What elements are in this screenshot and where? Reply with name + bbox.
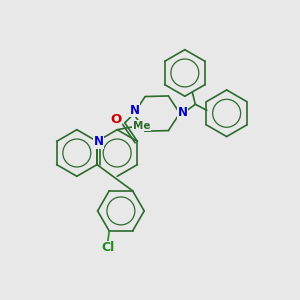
Text: O: O xyxy=(110,113,122,126)
Text: N: N xyxy=(130,104,140,117)
Text: N: N xyxy=(178,106,188,119)
Text: Me: Me xyxy=(133,121,150,131)
Text: N: N xyxy=(94,135,103,148)
Text: Cl: Cl xyxy=(101,241,114,254)
